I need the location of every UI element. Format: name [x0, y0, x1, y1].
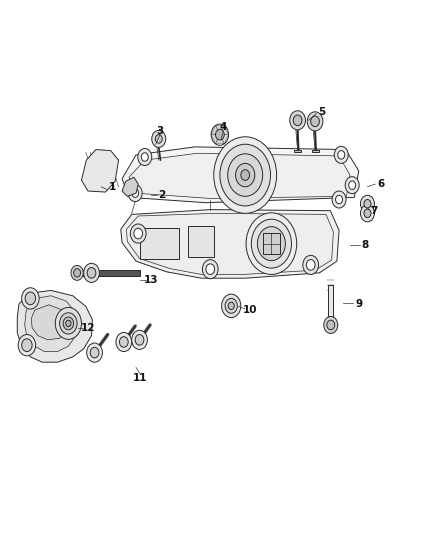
- Polygon shape: [31, 305, 68, 340]
- Circle shape: [228, 154, 263, 196]
- Polygon shape: [121, 209, 339, 278]
- Polygon shape: [127, 213, 333, 274]
- Circle shape: [241, 169, 250, 180]
- Text: 6: 6: [377, 179, 384, 189]
- Circle shape: [306, 260, 315, 270]
- Circle shape: [152, 131, 166, 148]
- Text: 11: 11: [133, 373, 148, 383]
- Circle shape: [141, 153, 148, 161]
- Circle shape: [215, 130, 224, 140]
- Text: 12: 12: [81, 322, 95, 333]
- Text: 9: 9: [355, 298, 362, 309]
- Bar: [328, 285, 333, 325]
- Circle shape: [258, 227, 286, 261]
- Text: 5: 5: [318, 107, 325, 117]
- Polygon shape: [122, 177, 138, 196]
- Circle shape: [84, 263, 99, 282]
- Bar: [77, 270, 141, 276]
- Bar: [294, 150, 301, 152]
- Circle shape: [311, 116, 319, 127]
- Bar: [263, 233, 280, 254]
- Circle shape: [251, 219, 291, 268]
- Circle shape: [128, 184, 142, 201]
- Polygon shape: [215, 125, 224, 135]
- Text: 7: 7: [370, 206, 378, 216]
- Circle shape: [268, 239, 275, 248]
- Text: 2: 2: [159, 190, 166, 200]
- Circle shape: [116, 333, 132, 352]
- Circle shape: [360, 205, 374, 222]
- Circle shape: [293, 115, 302, 126]
- Bar: [188, 226, 214, 257]
- Circle shape: [71, 265, 83, 280]
- Circle shape: [228, 302, 234, 310]
- Circle shape: [332, 191, 346, 208]
- Circle shape: [334, 147, 348, 164]
- Circle shape: [364, 199, 371, 208]
- Polygon shape: [25, 296, 78, 352]
- Circle shape: [60, 313, 77, 334]
- Text: 10: 10: [243, 305, 258, 315]
- Circle shape: [246, 213, 297, 274]
- Circle shape: [336, 195, 343, 204]
- Circle shape: [55, 308, 81, 340]
- Circle shape: [324, 317, 338, 334]
- Circle shape: [345, 176, 359, 193]
- Circle shape: [214, 137, 277, 213]
- Circle shape: [63, 317, 74, 330]
- Circle shape: [138, 149, 152, 165]
- Circle shape: [21, 339, 32, 352]
- Circle shape: [349, 181, 356, 189]
- Circle shape: [307, 112, 323, 131]
- Polygon shape: [17, 290, 92, 362]
- Polygon shape: [211, 125, 220, 135]
- Text: 3: 3: [156, 126, 164, 136]
- Circle shape: [360, 195, 374, 212]
- Text: 8: 8: [362, 240, 369, 250]
- Circle shape: [87, 268, 96, 278]
- Circle shape: [131, 224, 146, 243]
- Circle shape: [264, 234, 279, 253]
- Circle shape: [338, 151, 345, 159]
- Circle shape: [155, 135, 162, 143]
- Polygon shape: [211, 135, 220, 144]
- Circle shape: [21, 288, 39, 309]
- Circle shape: [202, 260, 218, 279]
- Text: 1: 1: [109, 182, 116, 192]
- Circle shape: [303, 255, 318, 274]
- Text: 13: 13: [144, 275, 159, 285]
- Circle shape: [134, 228, 143, 239]
- Circle shape: [90, 348, 99, 358]
- Circle shape: [225, 298, 237, 313]
- Circle shape: [66, 320, 71, 327]
- Polygon shape: [220, 135, 229, 144]
- Polygon shape: [122, 147, 359, 203]
- Circle shape: [236, 164, 255, 187]
- Polygon shape: [81, 150, 119, 192]
- Text: 4: 4: [220, 122, 227, 132]
- Polygon shape: [129, 154, 350, 198]
- Circle shape: [132, 330, 148, 350]
- Bar: [140, 228, 179, 259]
- Circle shape: [18, 335, 35, 356]
- Polygon shape: [220, 125, 229, 135]
- Circle shape: [25, 292, 35, 305]
- Circle shape: [74, 269, 81, 277]
- Polygon shape: [215, 135, 224, 144]
- Circle shape: [206, 264, 215, 274]
- Circle shape: [290, 111, 305, 130]
- Circle shape: [222, 294, 241, 318]
- Circle shape: [120, 337, 128, 348]
- Circle shape: [327, 320, 335, 330]
- Circle shape: [220, 144, 271, 206]
- Circle shape: [87, 343, 102, 362]
- Bar: [311, 150, 318, 152]
- Circle shape: [364, 209, 371, 217]
- Circle shape: [135, 335, 144, 345]
- Circle shape: [132, 189, 139, 197]
